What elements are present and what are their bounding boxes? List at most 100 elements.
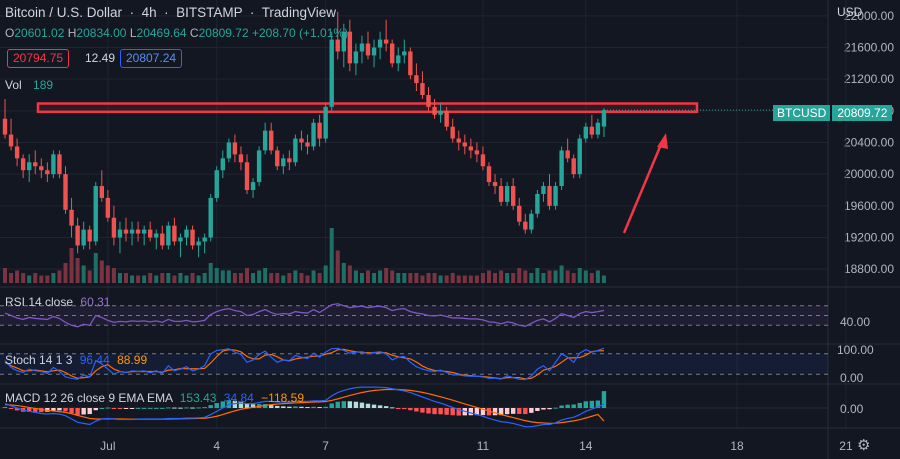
macd-histogram-bar [523,408,528,415]
candle-body [359,43,365,52]
macd-histogram-bar [51,408,56,411]
macd-histogram-bar [123,408,129,409]
macd-histogram-bar [589,400,595,408]
macd-histogram-bar [2,406,8,408]
macd-histogram-bar [178,407,183,409]
volume-bar [601,275,606,283]
volume-legend: Vol 189 [5,78,53,92]
macd-histogram-bar [63,408,68,412]
volume-label: Vol [5,78,22,92]
volume-bar [166,273,171,283]
macd-histogram-bar [220,401,225,408]
macd-histogram-bar [27,408,32,412]
candle-body [335,39,340,52]
candle-body [244,162,250,190]
candle-body [111,217,117,238]
macd-histogram-bar [492,408,498,416]
volume-bar [480,273,485,283]
provider: TradingView [261,5,336,20]
macd-histogram-bar [553,407,558,409]
volume-bar [565,270,570,283]
volume-bar [402,273,407,283]
symbol-tag-name: BTCUSD [773,105,831,121]
macd-histogram-bar [577,402,582,408]
volume-bar [220,270,225,283]
macd-line-value: 34.84 [223,391,254,405]
candle-body [535,193,540,214]
macd-histogram-bar [160,407,165,409]
volume-bar [269,273,274,283]
macd-histogram-bar [293,406,298,408]
interval[interactable]: 4h [141,5,157,20]
candle-body [51,154,56,175]
symbol-title[interactable]: Bitcoin / U.S. Dollar [5,5,123,20]
candle-body [269,130,274,151]
candle-body [69,209,74,226]
macd-histogram-bar [498,408,504,416]
macd-histogram-bar [311,406,316,408]
volume-bar [226,270,231,283]
candle-body [498,186,504,202]
macd-histogram-bar [281,406,286,408]
candle-body [450,126,455,139]
macd-histogram-bar [468,408,474,416]
change-value: +208.70 (+1.01%) [252,26,349,40]
candle-body [317,122,322,139]
currency-label[interactable]: USD [837,5,863,19]
volume-bar [111,268,116,283]
candle-body [480,154,486,167]
candle-body [414,75,419,84]
x-tick-label: 7 [322,439,329,453]
macd-histogram-bar [250,404,256,408]
macd-histogram-bar [420,408,425,413]
volume-bar [299,273,304,283]
candle-body [444,110,449,127]
y-tick-label: 19200.00 [844,231,894,245]
volume-bar [21,273,26,283]
volume-bar [136,275,141,283]
macd-histogram-bar [601,391,607,408]
volume-bar [263,268,268,283]
y-tick-label: 20000.00 [844,167,894,181]
macd-histogram-bar [511,408,516,414]
volume-bar [535,268,540,283]
volume-bar [396,273,401,283]
sell-price-box[interactable]: 20794.75 [7,49,70,68]
volume-bar [468,275,473,283]
candle-body [123,229,129,234]
candle-body [39,166,44,171]
y-tick-label: 21600.00 [844,41,894,55]
candle-body [57,154,62,175]
macd-histogram-bar [559,405,564,408]
volume-bar [487,270,491,283]
macd-histogram-bar [317,407,322,409]
volume-bar [426,273,431,283]
candle-body [148,229,153,238]
macd-histogram-bar [111,408,117,409]
exchange: BITSTAMP [176,5,243,20]
macd-legend: MACD 12 26 close 9 EMA EMA 153.43 34.84 … [5,391,304,405]
macd-histogram-bar [583,401,588,408]
volume-bar [353,270,358,283]
macd-histogram-bar [529,408,534,413]
candle-body [190,229,195,246]
volume-bar [305,275,310,283]
candle-body [45,170,50,175]
macd-histogram-bar [166,407,171,409]
volume-bar [245,268,249,283]
y-tick-label: 19600.00 [844,199,894,213]
buy-price-box[interactable]: 20807.24 [120,49,183,68]
candle-body [517,205,522,222]
macd-histogram-bar [390,407,395,409]
macd-histogram-bar [396,408,401,409]
macd-histogram-bar [547,408,552,410]
candle-body [202,237,207,242]
macd-histogram-bar [202,407,207,409]
volume-bar [45,275,50,283]
settings-gear-icon[interactable]: ⚙ [857,437,871,454]
candle-body [571,158,576,175]
candle-body [365,43,371,56]
volume-bar [438,275,443,283]
